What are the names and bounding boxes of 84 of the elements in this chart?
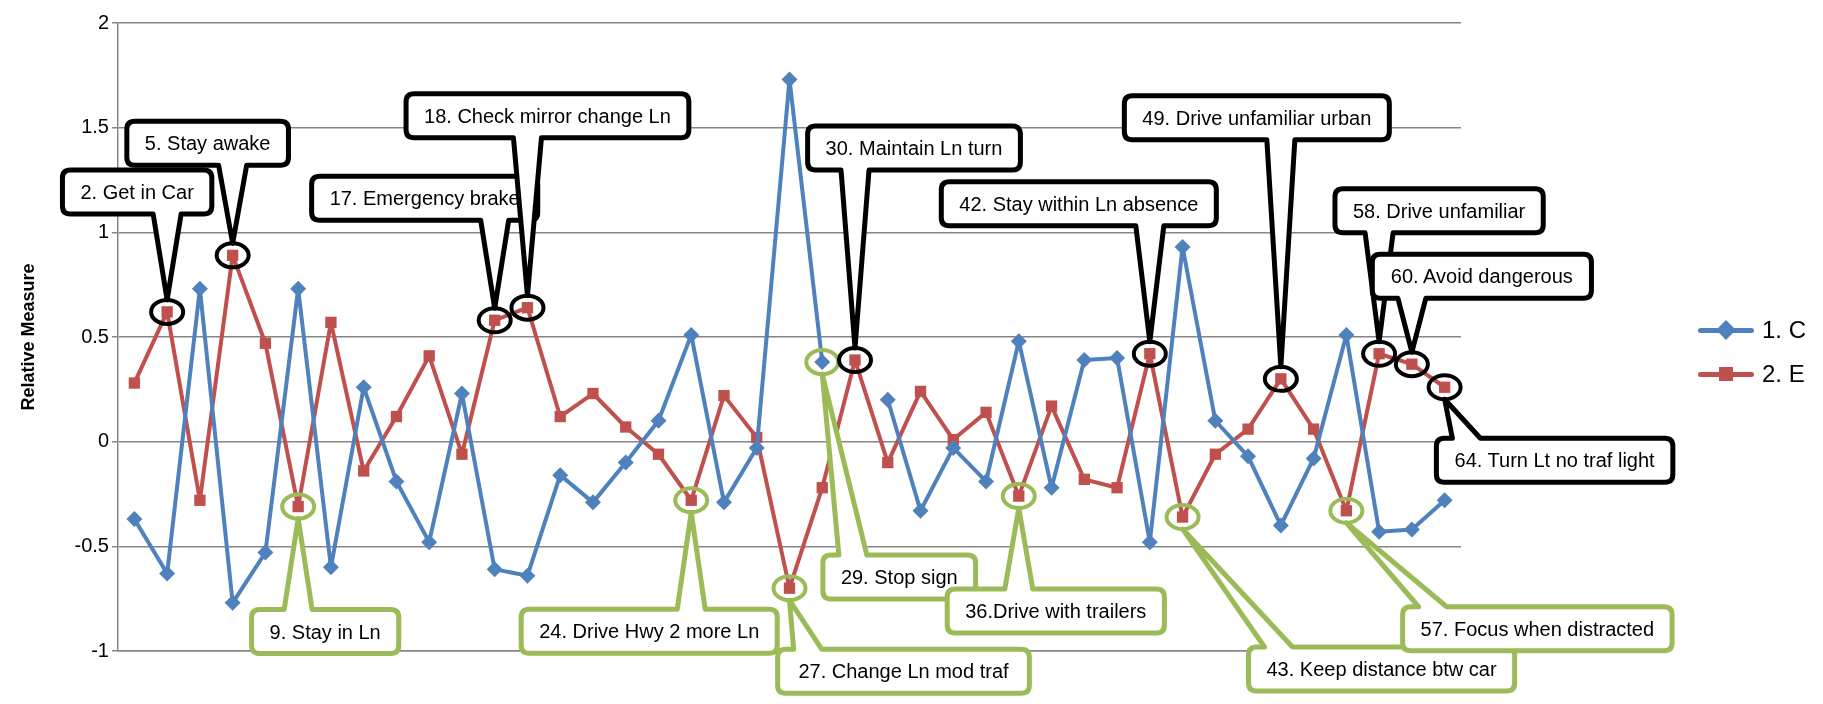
y-tick-label: -0.5	[74, 533, 109, 556]
point	[456, 448, 468, 460]
point	[587, 387, 599, 400]
annotation: 9. Stay in Ln	[269, 620, 381, 643]
point	[1076, 352, 1093, 369]
point	[358, 465, 370, 477]
point	[486, 561, 503, 578]
point	[914, 385, 927, 398]
point	[1141, 534, 1158, 551]
point	[552, 467, 569, 484]
point	[325, 316, 337, 328]
point	[882, 456, 894, 469]
point	[978, 473, 995, 490]
point	[554, 410, 566, 423]
point	[584, 494, 601, 511]
point	[519, 567, 536, 584]
point	[259, 337, 272, 349]
point	[1305, 450, 1322, 467]
point	[1242, 423, 1254, 435]
point	[423, 350, 435, 362]
annotation: 60. Avoid dangerous	[1390, 265, 1573, 288]
point	[816, 482, 828, 494]
point	[715, 494, 732, 511]
point	[224, 594, 241, 611]
y-axis-title: Relative Measure	[17, 263, 38, 411]
y-tick-label: 0.5	[81, 324, 109, 347]
annotation: 64. Turn Lt no traf light	[1454, 449, 1656, 472]
point	[620, 421, 632, 433]
point	[1240, 448, 1257, 465]
point	[1209, 448, 1221, 460]
text: 27. Change Ln mod traf	[798, 660, 1010, 683]
point	[1307, 423, 1320, 435]
point	[421, 534, 438, 551]
point	[945, 439, 962, 456]
point	[652, 448, 665, 460]
point	[1338, 326, 1355, 343]
annotation: 18. Check mirror change Ln	[424, 104, 671, 127]
annotation: 49. Drive unfamiliar urban	[1142, 106, 1372, 129]
annotation: 29. Stop sign	[840, 566, 958, 589]
point	[980, 406, 992, 419]
point	[718, 389, 730, 402]
point	[683, 326, 700, 343]
point	[1436, 492, 1453, 509]
point	[322, 559, 339, 576]
point	[1403, 521, 1420, 538]
point	[1045, 400, 1058, 412]
point	[1078, 473, 1090, 485]
y-tick-label: 1.5	[81, 115, 109, 138]
point	[388, 473, 405, 490]
point	[194, 494, 206, 506]
annotation: 42. Stay within Ln absence	[959, 192, 1199, 215]
point	[126, 511, 143, 528]
annotation: 24. Drive Hwy 2 more Ln	[539, 620, 760, 643]
point	[650, 412, 667, 429]
y-tick-label: -1	[91, 638, 109, 661]
point	[1272, 517, 1289, 534]
legend-label: 2. E	[1762, 360, 1805, 388]
annotation: 36.Drive with trailers	[965, 600, 1147, 623]
annotation: 30. Maintain Ln turn	[825, 137, 1003, 160]
point	[390, 410, 403, 423]
point	[617, 454, 634, 471]
point	[1109, 349, 1126, 366]
point	[290, 280, 307, 297]
y-tick-label: 0	[97, 429, 109, 452]
annotation: 5. Stay awake	[144, 132, 271, 155]
point	[1111, 482, 1123, 494]
annotation: 58. Drive unfamiliar	[1352, 199, 1526, 222]
text: 43. Keep distance btw car	[1266, 658, 1497, 681]
point	[879, 391, 896, 408]
point	[257, 544, 274, 561]
point	[748, 439, 765, 456]
y-tick-label: 1	[97, 219, 109, 242]
point	[128, 377, 141, 389]
legend-label: 1. C	[1762, 316, 1807, 344]
point	[159, 565, 176, 582]
y-tick-label: 2	[97, 10, 109, 33]
point	[1174, 238, 1191, 255]
annotation: 57. Focus when distracted	[1420, 617, 1655, 640]
point	[1207, 412, 1224, 429]
annotation: 17. Emergency brake	[329, 187, 520, 210]
annotation: 2. Get in Car	[80, 180, 195, 203]
point	[912, 502, 929, 519]
point	[1371, 523, 1388, 540]
point	[191, 280, 208, 297]
